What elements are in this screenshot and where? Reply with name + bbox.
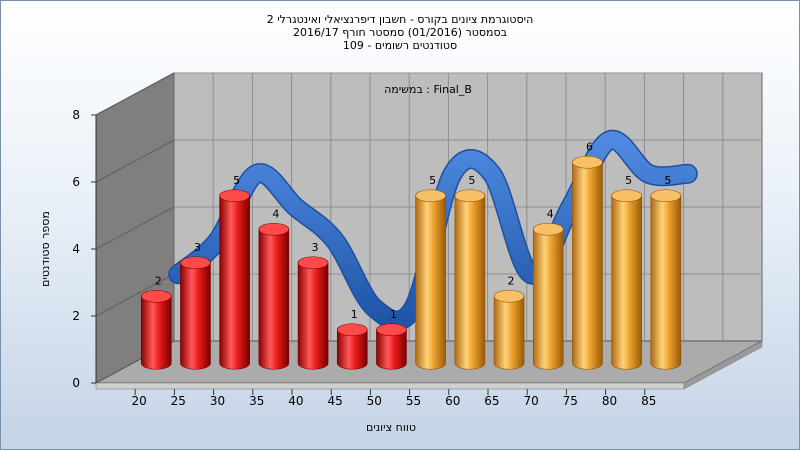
bar [297,256,329,370]
bar-value-label: 4 [272,207,279,220]
bar-value-label: 5 [625,174,632,187]
x-tick-label: 55 [406,394,421,408]
bar-value-label: 1 [390,308,397,321]
bar-top [219,189,250,203]
bar-value-label: 6 [586,140,593,153]
grid-line [95,139,175,183]
bar-value-label: 3 [194,241,201,254]
bar-value-label: 2 [155,274,162,287]
x-tick-label: 85 [641,394,656,408]
x-tick-label: 20 [131,394,146,408]
grid-line [95,72,175,116]
x-tick-label: 75 [563,394,578,408]
bar-body [219,195,250,370]
bar-body [650,195,682,370]
x-tick-label: 60 [445,394,460,408]
bar-top [454,189,486,203]
task-annotation: במשימה : Final_B [384,83,472,96]
chart-title-line-2: בסמסטר (01/2016) סמסטר חורף 2016/17 [293,26,507,39]
bar-top [572,155,603,169]
grid-line [95,206,175,250]
bar [180,256,211,370]
bar-body [180,262,211,370]
bar-body [415,195,446,370]
bar-value-label: 3 [312,241,319,254]
bar-top [611,189,642,203]
bar [258,222,290,370]
bar-body [611,195,642,370]
y-tick-label: 8 [72,108,80,122]
bar-top [650,189,682,203]
bar-value-label: 1 [351,308,358,321]
bar-body [297,262,329,370]
bar-top [532,222,564,236]
y-axis-title: מספר סטודנטים [39,211,52,287]
bar-body [493,295,525,370]
bar [572,155,603,370]
y-axis: 0 2 4 6 8 [72,108,97,390]
y-tick-label: 4 [72,242,80,256]
x-tick-label: 45 [327,394,342,408]
bar-value-label: 4 [547,207,554,220]
bar-body [376,329,407,370]
x-tick-label: 25 [171,394,186,408]
bar [219,189,250,370]
y-tick-label: 2 [72,309,80,323]
x-tick-label: 50 [367,394,382,408]
bar-top [297,256,329,270]
floor-right-edge [683,340,763,390]
x-tick-label: 65 [484,394,499,408]
bar-body [532,228,564,370]
bar-top [180,256,211,270]
bar [140,289,172,370]
bar [415,189,446,370]
bar-body [258,228,290,370]
bar-body [336,329,368,370]
bar-top [336,323,368,337]
bar [493,289,525,370]
x-tick-label: 30 [210,394,225,408]
bar [454,189,486,370]
bar [611,189,642,370]
x-tick-label: 40 [288,394,303,408]
bar [650,189,682,370]
floor-front-edge [95,382,685,390]
chart-title-line-1: היסטוגרמת ציונים בקורס - חשבון דיפרנציאל… [266,13,534,26]
bar-value-label: 5 [233,174,240,187]
bar-top [415,189,446,203]
bar-value-label: 5 [468,174,475,187]
bar-body [140,295,172,370]
bar-body [572,161,603,370]
x-tick-label: 70 [523,394,538,408]
bar [376,323,407,370]
bar [532,222,564,370]
chart-title-line-3: סטודנטים רשומים - 109 [342,39,458,52]
bar-value-label: 2 [508,274,515,287]
bar [336,323,368,370]
grid-line [95,273,175,317]
bar-top [493,289,525,303]
bar-value-label: 5 [429,174,436,187]
bar-body [454,195,486,370]
bar-value-label: 5 [664,174,671,187]
y-tick-label: 6 [72,175,80,189]
x-axis: 20 25 30 35 40 45 50 55 60 65 70 75 80 85 [131,389,656,408]
bar-top [376,323,407,337]
bars: 2 3 5 4 3 1 1 5 5 2 4 6 5 5 [140,140,682,370]
x-tick-label: 80 [602,394,617,408]
bar-top [140,289,172,303]
x-tick-label: 35 [249,394,264,408]
bar-top [258,222,290,236]
x-axis-title: טווח ציונים [366,421,416,434]
y-tick-label: 0 [72,376,80,390]
